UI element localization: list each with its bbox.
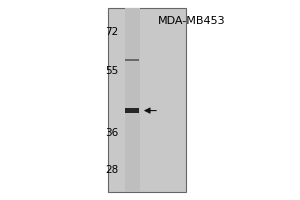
Text: 36: 36 xyxy=(105,128,119,138)
FancyBboxPatch shape xyxy=(108,8,186,192)
FancyBboxPatch shape xyxy=(125,59,139,61)
Text: 72: 72 xyxy=(105,27,119,37)
FancyBboxPatch shape xyxy=(125,59,139,61)
FancyBboxPatch shape xyxy=(124,8,140,192)
Text: MDA-MB453: MDA-MB453 xyxy=(158,16,226,26)
FancyBboxPatch shape xyxy=(125,59,139,61)
FancyBboxPatch shape xyxy=(125,59,139,61)
FancyBboxPatch shape xyxy=(125,108,139,113)
Text: 55: 55 xyxy=(105,66,119,76)
Text: 28: 28 xyxy=(105,165,119,175)
